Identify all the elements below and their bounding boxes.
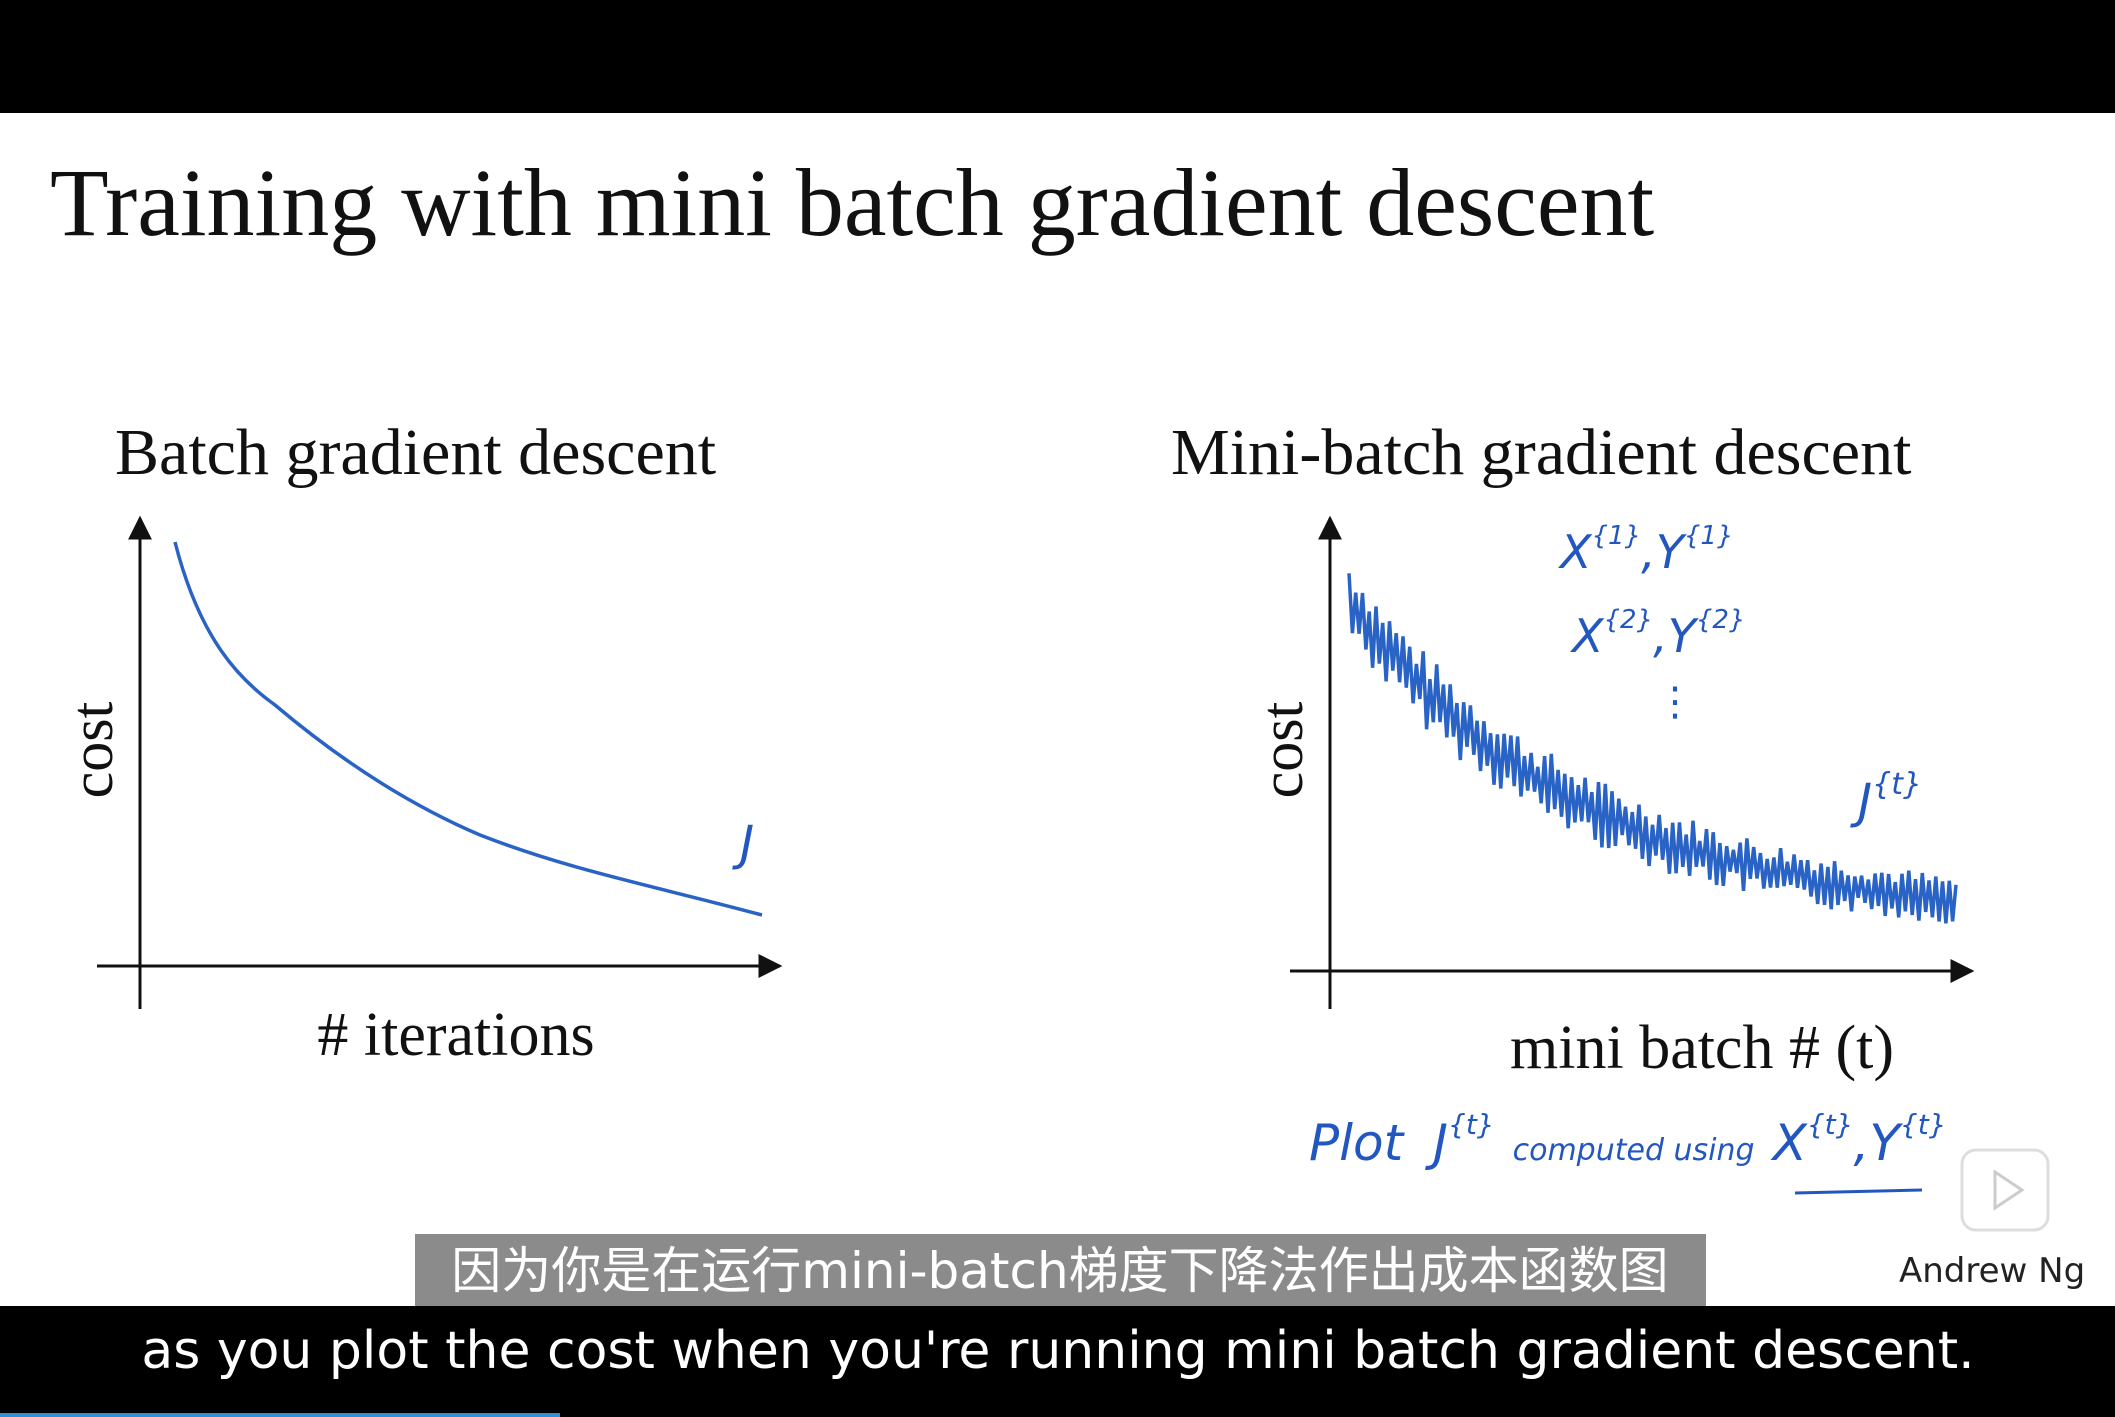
play-icon[interactable] (1960, 1148, 2050, 1232)
y: Y (1869, 1114, 1903, 1172)
y-sup: {2} (1696, 605, 1746, 635)
plot: Plot (1309, 1114, 1406, 1172)
x-sup: {1} (1592, 521, 1642, 551)
x-label: # iterations (317, 1001, 594, 1069)
y-sup: {1} (1684, 521, 1734, 551)
sup: {t} (1807, 1108, 1854, 1141)
x: X (1570, 609, 1605, 663)
underline (1794, 1188, 1923, 1195)
y-label: cost (59, 701, 125, 798)
computed: computed using (1513, 1133, 1755, 1168)
sup: {t} (1900, 1108, 1947, 1141)
note: Plot J{t}computed using X{t},Y{t} (1309, 1108, 1947, 1172)
comma: , (1641, 525, 1656, 579)
play-triangle (1993, 1169, 2025, 1211)
cost-curve (1347, 573, 1958, 924)
y-label: cost (1249, 701, 1315, 798)
comma: , (1853, 1114, 1869, 1172)
bottom-bar (0, 1306, 2115, 1417)
left-title: Batch gradient descent (115, 416, 716, 489)
slide-title: Training with mini batch gradient descen… (50, 149, 1654, 256)
x: X (1558, 525, 1593, 579)
subtitle-zh: 因为你是在运行mini-batch梯度下降法作出成本函数图 (451, 1242, 1668, 1300)
sup: {t} (1872, 767, 1922, 802)
right-title: Mini-batch gradient descent (1171, 416, 1911, 489)
y: Y (1656, 525, 1688, 579)
author: Andrew Ng (1899, 1251, 2085, 1291)
annotation: X{2},Y{2} (1570, 605, 1746, 663)
annotations: X{1},Y{1}X{2},Y{2} (1558, 521, 1746, 663)
sup: {t} (1448, 1108, 1495, 1141)
x-label: mini batch # (t) (1510, 1014, 1894, 1082)
ellipsis: ⋮ (1655, 679, 1695, 725)
annotation: X{1},Y{1} (1558, 521, 1734, 579)
comma: , (1653, 609, 1668, 663)
x: X (1770, 1114, 1809, 1172)
y: Y (1668, 609, 1700, 663)
cost-curve (173, 541, 763, 917)
top-bar (0, 0, 2115, 113)
annotation: J (732, 816, 754, 872)
subtitle-en: as you plot the cost when you're running… (141, 1321, 1974, 1381)
j: J (1850, 774, 1872, 830)
subtitle-zh-bg (415, 1234, 1706, 1306)
progress-bar[interactable] (0, 1413, 560, 1417)
cost-label: J{t} (1850, 767, 1922, 830)
x-sup: {2} (1604, 605, 1654, 635)
j: J (1424, 1114, 1448, 1172)
